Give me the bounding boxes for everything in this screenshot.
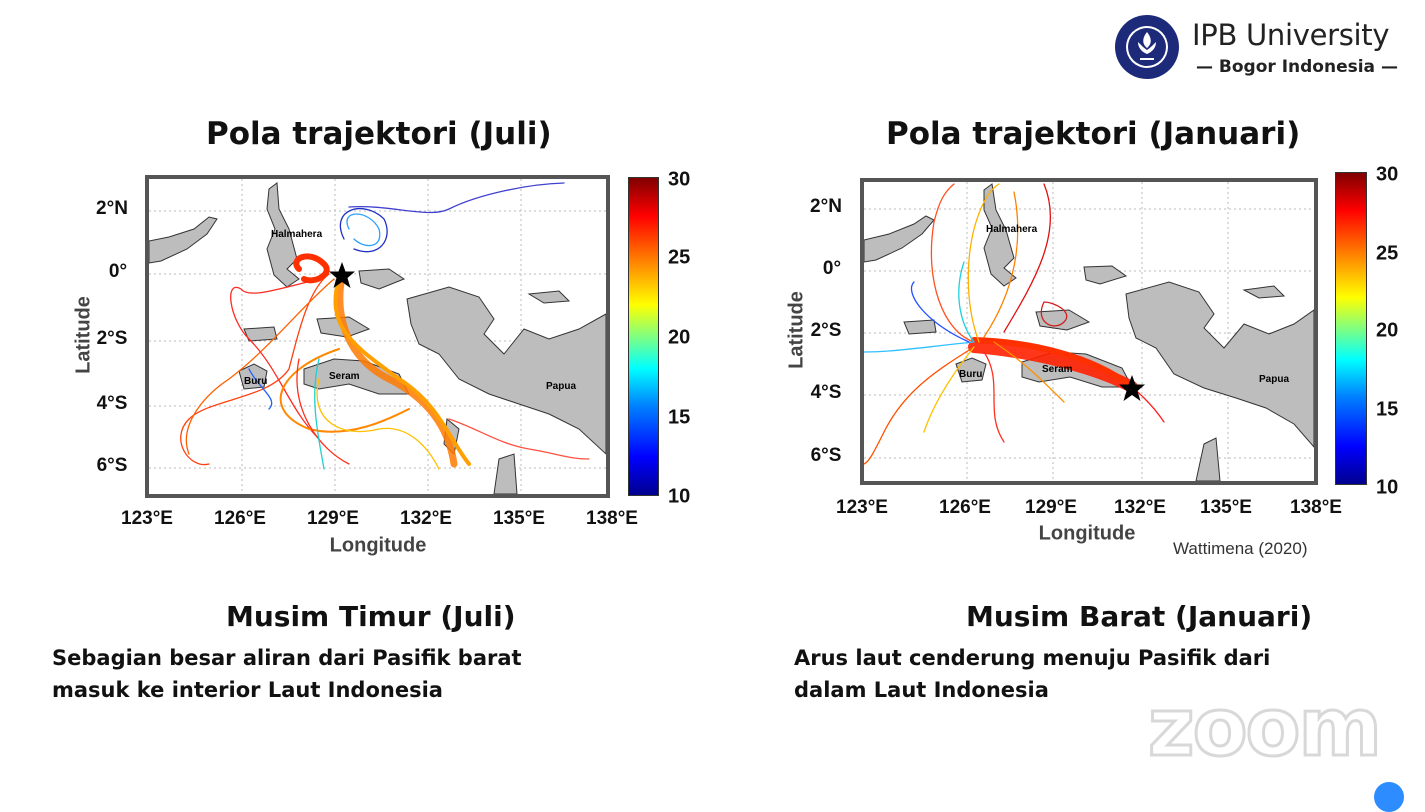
left-ylabel: Latitude xyxy=(72,296,95,374)
right-lat-tick: 2°N xyxy=(810,196,842,217)
left-lon-tick: 138°E xyxy=(586,508,638,529)
right-cb-tick: 15 xyxy=(1376,398,1399,421)
left-subtitle: Musim Timur (Juli) xyxy=(226,600,516,633)
left-description-line: Sebagian besar aliran dari Pasifik barat xyxy=(52,646,522,670)
right-title: Pola trajektori (Januari) xyxy=(886,116,1301,152)
left-lon-tick: 135°E xyxy=(493,508,545,529)
left-lat-tick: 2°N xyxy=(96,198,128,219)
left-lon-tick: 126°E xyxy=(214,508,266,529)
star-marker xyxy=(1119,375,1145,401)
right-cb-tick: 10 xyxy=(1376,476,1399,499)
label-papua: Papua xyxy=(1259,374,1289,385)
label-halmahera: Halmahera xyxy=(271,229,323,240)
right-description-line: Arus laut cenderung menuju Pasifik dari xyxy=(794,646,1271,670)
label-halmahera: Halmahera xyxy=(986,224,1038,235)
star-marker xyxy=(329,262,355,288)
right-xlabel: Longitude xyxy=(1038,522,1136,545)
label-seram: Seram xyxy=(1042,364,1073,375)
right-description-line: dalam Laut Indonesia xyxy=(794,678,1049,702)
right-lat-tick: 0° xyxy=(822,258,842,279)
right-lon-tick: 135°E xyxy=(1200,497,1252,518)
left-cb-tick: 15 xyxy=(668,406,691,429)
right-lat-tick: 2°S xyxy=(810,320,842,341)
right-ylabel: Latitude xyxy=(785,291,808,369)
right-cb-tick: 30 xyxy=(1376,163,1399,186)
right-map-canvas: Halmahera Buru Seram Papua xyxy=(864,182,1314,481)
zoom-watermark: zoom xyxy=(1147,681,1384,774)
left-lon-tick: 132°E xyxy=(400,508,452,529)
land xyxy=(149,182,606,494)
right-cb-tick: 25 xyxy=(1376,242,1399,265)
right-lat-tick: 6°S xyxy=(810,445,842,466)
left-cb-tick: 10 xyxy=(668,485,691,508)
left-cb-tick: 25 xyxy=(668,246,691,269)
ipb-logo xyxy=(1114,14,1180,80)
citation: Wattimena (2020) xyxy=(1173,539,1308,558)
left-lon-tick: 129°E xyxy=(307,508,359,529)
left-map-canvas: Halmahera Buru Seram Papua xyxy=(149,179,606,494)
right-lon-tick: 138°E xyxy=(1290,497,1342,518)
right-subtitle: Musim Barat (Januari) xyxy=(966,600,1313,633)
right-lon-tick: 123°E xyxy=(836,497,888,518)
left-cb-tick: 20 xyxy=(668,326,691,349)
left-map: Halmahera Buru Seram Papua xyxy=(145,175,610,498)
left-xlabel: Longitude xyxy=(329,534,427,557)
label-buru: Buru xyxy=(959,369,982,380)
brand-tagline: — Bogor Indonesia — xyxy=(1196,57,1398,77)
left-lat-tick: 6°S xyxy=(96,455,128,476)
trajectories xyxy=(864,183,1165,465)
label-papua: Papua xyxy=(546,381,576,392)
right-lon-tick: 132°E xyxy=(1114,497,1166,518)
left-colorbar xyxy=(628,177,659,496)
right-lon-tick: 129°E xyxy=(1025,497,1077,518)
left-lat-tick: 2°S xyxy=(96,328,128,349)
left-description-line: masuk ke interior Laut Indonesia xyxy=(52,678,443,702)
right-map: Halmahera Buru Seram Papua xyxy=(860,178,1318,485)
ipb-seal-logo-icon xyxy=(1115,15,1179,79)
right-lat-tick: 4°S xyxy=(810,382,842,403)
left-lat-tick: 0° xyxy=(108,261,128,282)
right-lon-tick: 126°E xyxy=(939,497,991,518)
left-lat-tick: 4°S xyxy=(96,393,128,414)
trajectories xyxy=(180,182,590,470)
left-title: Pola trajektori (Juli) xyxy=(206,116,552,152)
left-lon-tick: 123°E xyxy=(121,508,173,529)
label-seram: Seram xyxy=(329,371,360,382)
corner-indicator-icon xyxy=(1374,782,1404,812)
left-cb-tick: 30 xyxy=(668,168,691,191)
label-buru: Buru xyxy=(244,376,267,387)
brand-name: IPB University xyxy=(1192,18,1390,52)
right-cb-tick: 20 xyxy=(1376,319,1399,342)
right-colorbar xyxy=(1335,172,1367,485)
